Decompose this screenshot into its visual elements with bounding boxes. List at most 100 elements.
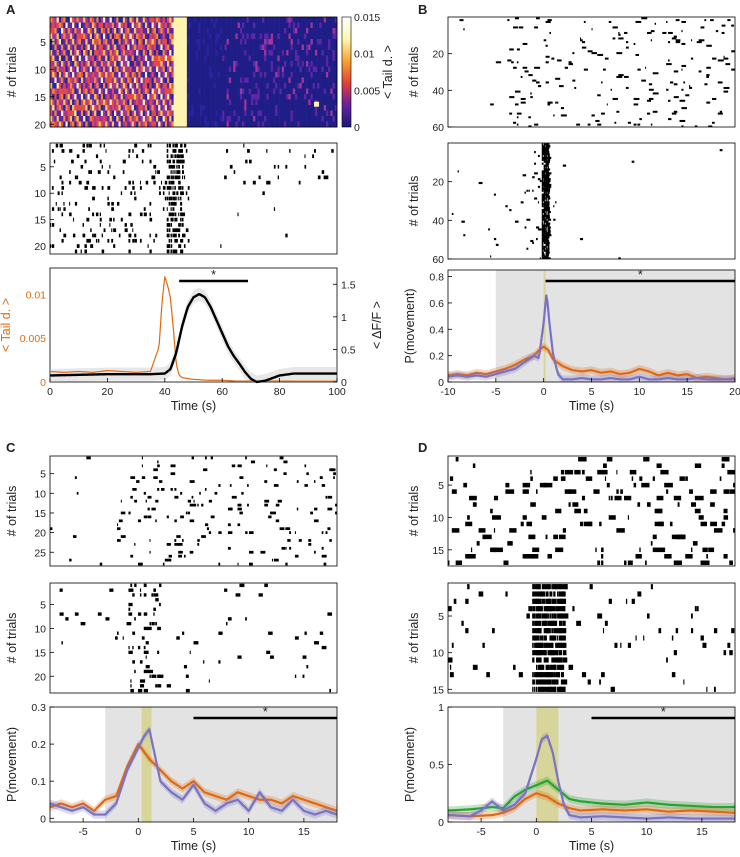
panel-b-raster-mid-event — [530, 239, 534, 243]
panel-a-raster-event — [168, 175, 170, 180]
panel-a-raster-event — [172, 191, 176, 196]
heatmap-cell — [114, 39, 117, 45]
panel-a-raster-event — [182, 175, 184, 180]
panel-c-raster-mid-event — [321, 645, 327, 650]
panel-c-raster-mid-event — [128, 645, 130, 650]
panel-b-raster-top-event — [591, 28, 593, 31]
heatmap-cell — [162, 116, 166, 122]
heatmap-cell — [151, 55, 155, 62]
heatmap-cell — [54, 66, 57, 73]
panel-c-raster-top-event — [149, 539, 151, 542]
heatmap-cell — [246, 22, 249, 29]
heatmap-cell — [215, 77, 219, 84]
panel-d-raster-mid-event — [562, 664, 565, 670]
heatmap-cell — [89, 61, 93, 67]
heatmap-cell — [308, 77, 311, 84]
heatmap-cell — [94, 94, 97, 100]
panel-d-raster-top-event — [645, 560, 647, 566]
panel-a-raster-event — [134, 233, 137, 238]
panel-a-raster-event — [298, 180, 301, 185]
heatmap-cell — [242, 116, 245, 122]
heatmap-cell — [195, 50, 199, 56]
heatmap-cell — [306, 44, 309, 51]
heatmap-cell — [204, 105, 208, 111]
panel-a-raster-event — [99, 223, 101, 227]
heatmap-cell — [138, 39, 141, 45]
heatmap-cell — [118, 83, 121, 89]
panel-c-raster-top-event — [331, 468, 336, 472]
heatmap-cell — [317, 77, 320, 84]
heatmap-cell — [129, 33, 132, 40]
heatmap-cell — [292, 50, 296, 56]
heatmap-cell — [228, 88, 232, 95]
panel-b-raster-top-event — [522, 66, 528, 69]
panel-a-heatmap — [50, 17, 338, 128]
panel-d-raster-mid-event — [694, 606, 697, 612]
panel-d-raster-top-event — [597, 560, 601, 566]
heatmap-cell — [94, 105, 97, 111]
heatmap-cell — [295, 50, 298, 56]
heatmap-cell — [275, 33, 278, 40]
heatmap-cell — [237, 77, 241, 84]
heatmap-cell — [257, 94, 261, 100]
heatmap-cell — [200, 105, 203, 111]
panel-d-raster-top-event — [455, 456, 459, 462]
heatmap-cell — [89, 72, 93, 78]
heatmap-cell — [211, 55, 214, 62]
heatmap-cell — [147, 55, 150, 62]
panel-b-raster-top-event — [568, 61, 572, 64]
panel-d-raster-top-event — [727, 469, 735, 475]
panel-d-raster-top-event — [614, 495, 622, 501]
panel-b-raster-top-event — [507, 59, 512, 62]
heatmap-cell — [182, 72, 185, 78]
panel-a-raster-event — [170, 223, 173, 227]
heatmap-cell — [155, 44, 159, 51]
panel-a-raster-event — [61, 238, 64, 243]
heatmap-cell — [211, 105, 214, 111]
panel-d-raster-mid-event — [562, 628, 567, 634]
heatmap-cell — [178, 116, 181, 122]
panel-a-colorbar-tick-label: 0.01 — [354, 49, 375, 61]
heatmap-cell — [261, 33, 265, 40]
heatmap-cell — [120, 33, 124, 40]
panel-a-raster-event — [63, 201, 65, 206]
heatmap-cell — [288, 33, 291, 40]
heatmap-cell — [182, 83, 185, 89]
heatmap-cell — [226, 121, 230, 128]
heatmap-cell — [107, 66, 110, 73]
panel-b-prob-x-tick-label: 15 — [681, 386, 693, 398]
panel-c-raster-mid-event — [134, 669, 136, 674]
heatmap-cell — [136, 44, 139, 51]
heatmap-cell — [65, 44, 68, 51]
panel-c-raster-top-event — [189, 480, 195, 483]
panel-a-trace-x-tick-label: 40 — [159, 386, 171, 398]
heatmap-cell — [102, 28, 106, 34]
heatmap-cell — [58, 61, 62, 67]
panel-d-raster-mid-event — [543, 635, 547, 641]
heatmap-cell — [295, 105, 298, 111]
heatmap-cell — [193, 116, 197, 122]
heatmap-cell — [228, 105, 232, 111]
heatmap-cell — [160, 55, 163, 62]
heatmap-cell — [306, 39, 309, 45]
heatmap-cell — [54, 116, 57, 122]
heatmap-cell — [76, 83, 79, 89]
panel-c-raster-top-event — [116, 523, 119, 527]
panel-b-raster-top-event — [547, 19, 552, 22]
heatmap-cell — [89, 94, 93, 100]
heatmap-cell — [162, 110, 166, 117]
panel-b-raster-mid-event — [543, 222, 545, 225]
heatmap-cell — [109, 121, 113, 128]
panel-b-raster-mid-event — [488, 228, 490, 231]
heatmap-cell — [147, 33, 150, 40]
heatmap-cell — [131, 39, 135, 45]
panel-b-raster-top-event — [706, 44, 712, 47]
heatmap-cell — [303, 88, 307, 95]
panel-d-raster-mid-event — [536, 635, 538, 641]
panel-c-raster-top-event — [155, 499, 159, 503]
heatmap-cell — [151, 39, 155, 45]
heatmap-cell — [147, 22, 150, 29]
heatmap-cell — [186, 28, 190, 34]
panel-b-raster-mid-event — [541, 156, 545, 159]
heatmap-cell — [197, 55, 201, 62]
